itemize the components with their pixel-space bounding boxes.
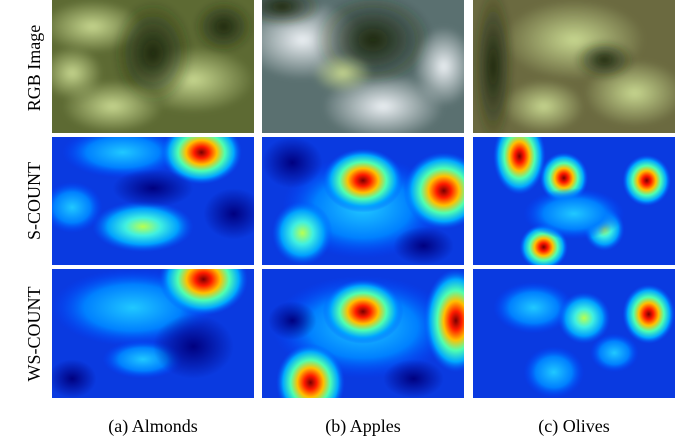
- caption: (c) Olives: [538, 416, 609, 437]
- blob: [48, 359, 96, 398]
- blob: [268, 301, 316, 340]
- blob: [590, 334, 638, 373]
- blob: [574, 40, 635, 80]
- blob: [503, 80, 584, 133]
- blob: [92, 201, 193, 252]
- photo: [42, 0, 254, 133]
- density-map: [48, 243, 254, 398]
- figure: RGB Image S-COUNT WS-COUNT (a) Almonds (…: [0, 0, 686, 445]
- blob: [272, 201, 333, 265]
- row-label: RGB Image: [24, 25, 44, 111]
- caption: (b) Apples: [325, 416, 401, 437]
- blob: [323, 149, 404, 213]
- blob: [403, 152, 484, 229]
- blob: [414, 27, 475, 107]
- blob: [42, 47, 103, 100]
- blob: [276, 344, 345, 421]
- blob: [204, 188, 265, 239]
- blob: [393, 227, 454, 265]
- density-map: [473, 269, 675, 398]
- blob: [193, 0, 254, 53]
- blob: [42, 182, 103, 233]
- density-map: [473, 118, 675, 270]
- blob: [262, 137, 323, 188]
- blob: [313, 53, 374, 93]
- photo: [473, 0, 685, 146]
- density-map: [262, 269, 488, 421]
- row-label: WS-COUNT: [24, 287, 44, 382]
- blob: [113, 169, 194, 207]
- photo: [242, 0, 474, 140]
- blob: [153, 314, 234, 379]
- density-map: [262, 137, 484, 265]
- blob: [524, 346, 585, 398]
- density-map: [42, 120, 264, 265]
- row-label: S-COUNT: [24, 162, 44, 240]
- blob: [524, 188, 625, 239]
- blob: [622, 155, 670, 206]
- blob: [323, 279, 404, 344]
- caption: (a) Almonds: [108, 416, 198, 437]
- blob: [622, 284, 675, 343]
- blob: [383, 359, 444, 398]
